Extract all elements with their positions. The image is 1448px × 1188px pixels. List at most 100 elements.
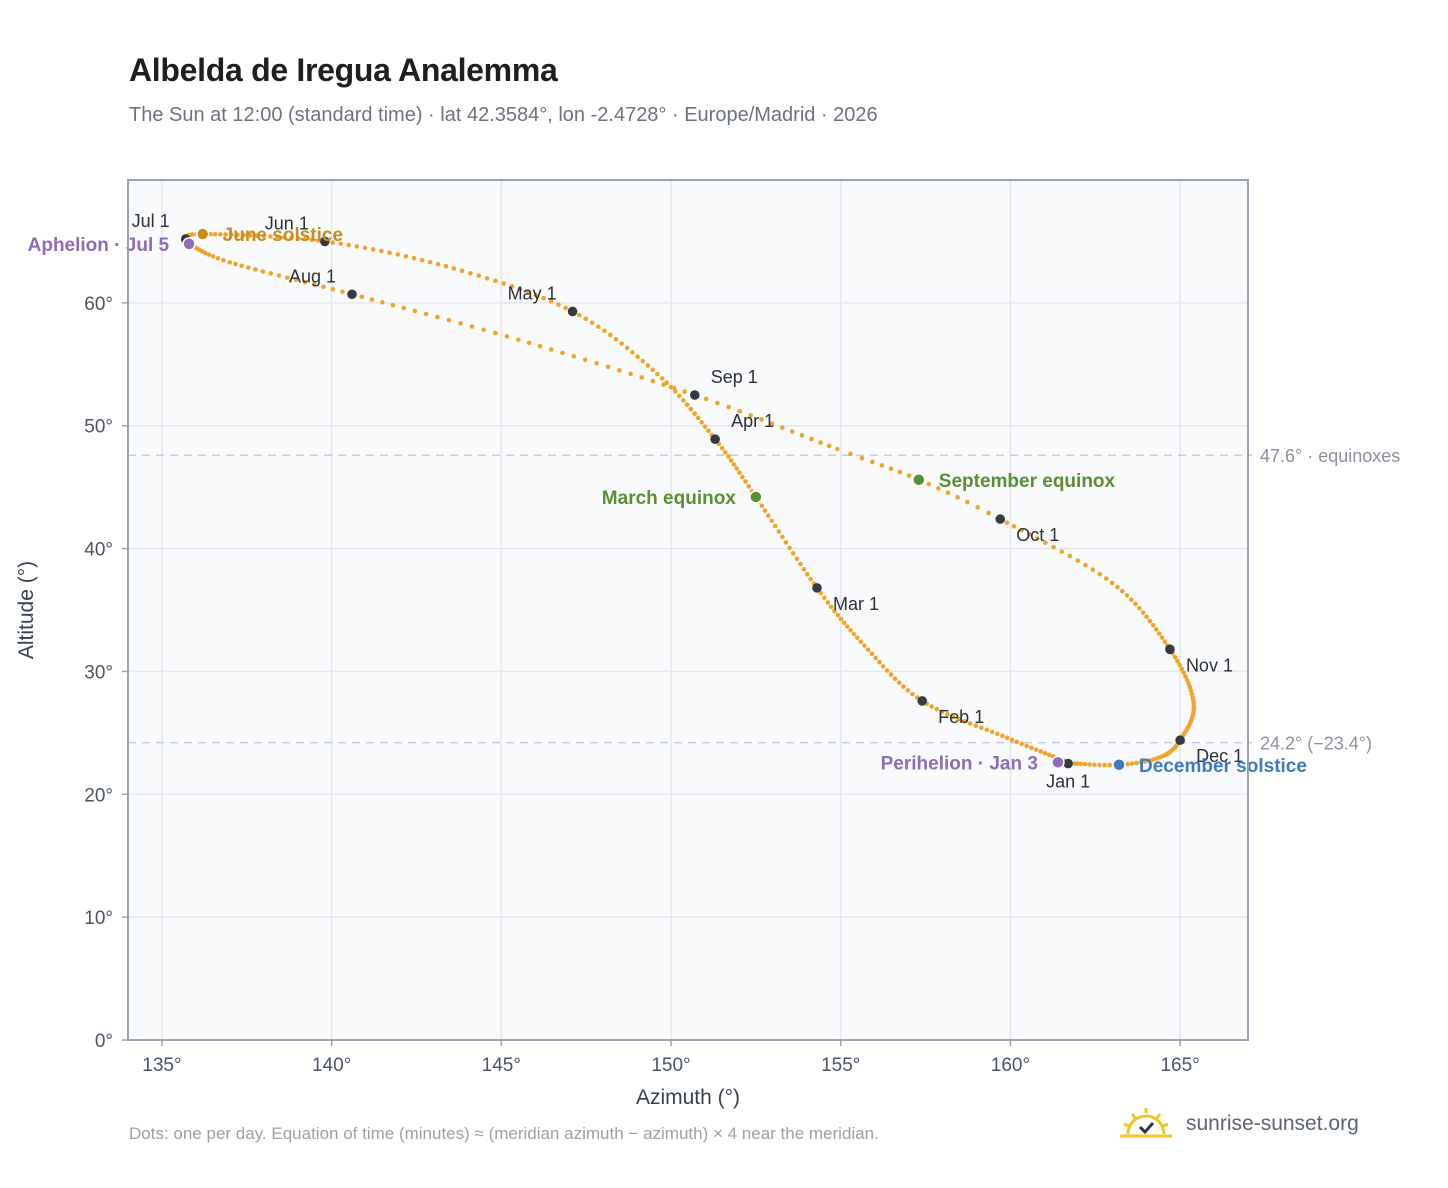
daily-sun-dot [1000,733,1005,739]
axes: 135° 140° 145° 150° 155° 160° 165° 0° 10° 20° 30° 4… [84,179,1249,1076]
daily-sun-dot [233,261,238,267]
daily-sun-dot [411,255,417,261]
y-tick-label: 0° [95,1031,113,1052]
daily-sun-dot [939,709,945,715]
x-tick-label: 150° [651,1055,690,1076]
daily-sun-dot [275,234,280,240]
month-label: Oct 1 [1016,525,1059,545]
daily-sun-dot [1183,674,1188,679]
daily-sun-dot [215,255,221,261]
daily-sun-dot [509,284,515,289]
daily-sun-dot [734,466,739,471]
daily-sun-dot [359,294,365,300]
daily-sun-dot [880,664,886,669]
daily-sun-dot [206,252,212,257]
daily-sun-dot [862,643,867,648]
daily-sun-dot [962,718,967,724]
daily-sun-dot [845,624,850,629]
brand-logo[interactable]: sunrise-sunset.org [1120,1104,1359,1144]
daily-sun-dot [1027,531,1032,537]
daily-sun-dot [865,647,871,652]
event-marker [749,490,763,504]
daily-sun-dot [905,688,911,693]
daily-sun-dot [1172,654,1178,660]
daily-sun-dot [1181,670,1186,675]
daily-sun-dot [1102,762,1107,768]
daily-sun-dot [1019,741,1025,747]
month-label: Nov 1 [1186,655,1233,675]
daily-sun-dot [582,357,588,363]
daily-sun-dot [854,635,860,641]
daily-sun-dot [419,257,425,263]
daily-sun-dot [268,234,273,239]
daily-sun-dot [563,305,568,311]
daily-sun-dot [285,275,290,280]
daily-sun-dot [493,278,498,284]
month-marker [347,289,357,300]
daily-sun-dot [684,402,690,408]
daily-sun-dot [790,551,796,556]
daily-sun-dot [659,376,665,381]
x-tick-label: 145° [482,1055,521,1076]
daily-sun-dot [835,612,841,618]
daily-sun-dot [302,236,308,242]
daily-sun-dot [1067,553,1073,559]
daily-sun-dot [989,729,995,735]
daily-sun-dot [1033,747,1039,752]
daily-sun-dot [1107,762,1113,768]
daily-sun-dot [805,571,810,577]
daily-sun-dot [769,421,775,426]
daily-sun-dot [1146,758,1152,763]
daily-sun-dot [688,406,694,412]
daily-sun-dot [295,236,301,241]
daily-sun-dot [1075,558,1081,563]
daily-sun-dot [221,257,226,263]
daily-sun-dot [772,523,778,529]
daily-sun-dot [722,450,728,455]
daily-sun-dot [1147,618,1153,624]
month-marker [710,434,720,445]
sun-logo-icon [1120,1108,1172,1138]
daily-sun-dot [897,469,903,475]
daily-sun-dot [1051,544,1056,550]
daily-sun-dot [955,495,960,500]
daily-sun-dot [869,651,875,657]
daily-sun-dot [873,655,878,661]
daily-sun-dot [354,244,360,249]
chart-subtitle: The Sun at 12:00 (standard time) · lat 4… [129,104,878,126]
daily-sun-dot [451,266,457,271]
daily-sun-dot [746,484,751,489]
daily-sun-dot [799,433,805,438]
daily-sun-dot [617,368,622,373]
daily-sun-dot [330,286,336,292]
x-tick-label: 135° [142,1055,181,1076]
daily-sun-dot [309,237,315,243]
daily-sun-dot [1119,588,1125,594]
chart-title: Albelda de Iregua Analemma [129,52,558,88]
daily-sun-dot [1078,761,1084,767]
daily-sun-dot [459,268,465,274]
event-label: June solstice [223,225,343,246]
daily-sun-dot [879,463,885,468]
daily-sun-dot [1092,762,1097,767]
daily-sun-dot [560,350,565,356]
daily-sun-dot [906,473,912,478]
daily-sun-dot [293,277,299,283]
daily-sun-dot [828,604,834,610]
daily-sun-dot [210,254,216,259]
event-label: Perihelion · Jan 3 [881,753,1038,774]
daily-sun-dot [832,608,837,614]
daily-sun-dot [965,499,970,505]
daily-sun-dot [208,231,213,237]
daily-sun-dot [743,479,748,484]
daily-sun-dot [458,321,463,326]
daily-sun-dot [841,620,847,626]
daily-sun-dot [1090,567,1096,572]
daily-sun-dot [1138,759,1144,765]
daily-sun-dot [995,731,1000,737]
y-axis-label: Altitude (°) [15,561,38,659]
daily-sun-dot [1124,593,1130,598]
daily-sun-dot [892,676,898,681]
daily-sun-dot [759,503,765,509]
